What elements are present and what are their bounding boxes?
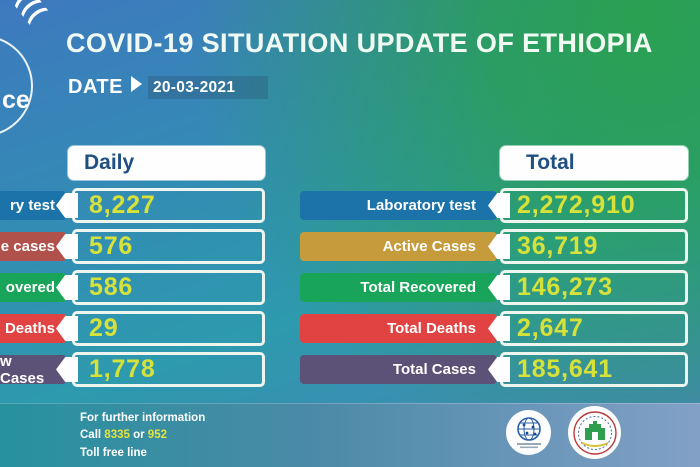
stat-row-total-laboratory-test: Laboratory test 2,272,910 [300, 188, 688, 223]
pheoc-logo: ((( ce [0, 0, 120, 160]
signal-waves-icon: ((( [11, 0, 53, 28]
stat-label: e cases [0, 232, 66, 261]
stat-value-box: 185,641 [500, 352, 688, 387]
stat-value-box: 576 [72, 229, 265, 264]
stat-value-box: 146,273 [500, 270, 688, 305]
stat-row-total-deaths: Total Deaths 2,647 [300, 311, 688, 346]
phone-number-2: 952 [147, 429, 167, 442]
stat-row-total-recovered: Total Recovered 146,273 [300, 270, 688, 305]
stat-label-text: w Cases [0, 352, 45, 387]
stat-value: 185,641 [517, 355, 613, 383]
stat-value: 1,778 [89, 355, 156, 383]
stat-label: Total Cases [300, 355, 497, 384]
stat-value: 29 [89, 314, 119, 342]
total-column-header: Total [500, 146, 688, 180]
stat-label: Total Recovered [300, 273, 497, 302]
stat-label-text: Active Cases [382, 238, 476, 255]
or-label: or [133, 429, 145, 442]
stat-label-text: Total Deaths [387, 320, 476, 337]
stat-label-text: Total Cases [392, 361, 476, 378]
arrow-left-icon [488, 193, 510, 218]
stat-row-daily-deaths: Deaths 29 [0, 311, 265, 346]
stat-value: 146,273 [517, 273, 613, 301]
contact-info-line3: Toll free line [80, 446, 147, 459]
stat-row-total-cases: Total Cases 185,641 [300, 352, 688, 387]
arrow-left-icon [56, 234, 78, 259]
stat-value: 2,272,910 [517, 191, 636, 219]
arrow-left-icon [488, 316, 510, 341]
stat-row-daily-new-cases: w Cases 1,778 [0, 352, 265, 387]
stat-row-daily-laboratory-test: ry test 8,227 [0, 188, 265, 223]
stat-value: 36,719 [517, 232, 599, 260]
contact-info-line1: For further information [80, 412, 206, 424]
arrow-left-icon [56, 357, 78, 382]
stat-label: Total Deaths [300, 314, 497, 343]
page-title: COVID-19 SITUATION UPDATE OF ETHIOPIA [66, 28, 653, 58]
arrow-left-icon [56, 193, 78, 218]
stat-value: 586 [89, 273, 134, 301]
call-label: Call [80, 429, 102, 442]
ephi-logo [568, 406, 621, 459]
globe-icon [516, 416, 541, 448]
footer-band: For further information Call 8335 or 952… [0, 403, 700, 467]
network-globe-logo [506, 410, 551, 455]
logo-text-fragment: ce [2, 86, 30, 114]
stat-label-text: Laboratory test [366, 197, 476, 214]
stat-value-box: 2,272,910 [500, 188, 688, 223]
arrow-left-icon [488, 234, 510, 259]
stat-label: Deaths [0, 314, 66, 343]
stat-row-total-active-cases: Active Cases 36,719 [300, 229, 688, 264]
ephi-emblem-icon [572, 410, 617, 455]
stat-value: 8,227 [89, 191, 156, 219]
stat-value-box: 8,227 [72, 188, 265, 223]
arrow-left-icon [488, 275, 510, 300]
stat-value: 2,647 [517, 314, 584, 342]
arrow-left-icon [488, 357, 510, 382]
arrow-left-icon [56, 316, 78, 341]
stat-label: Laboratory test [300, 191, 497, 220]
total-column: Laboratory test 2,272,910 Active Cases 3… [300, 188, 688, 393]
contact-info-line2: Call 8335 or 952 [80, 427, 205, 444]
daily-column: ry test 8,227 e cases 576 overed 586 Dea… [0, 188, 265, 393]
stat-label-text: Deaths [4, 320, 55, 337]
date-row: DATE 20-03-2021 [68, 76, 268, 102]
stat-label: w Cases [0, 352, 66, 387]
stat-value-box: 1,778 [72, 352, 265, 387]
stat-row-daily-recovered: overed 586 [0, 270, 265, 305]
date-value: 20-03-2021 [147, 76, 268, 99]
stat-value-box: 36,719 [500, 229, 688, 264]
stat-label-text: ry test [9, 197, 55, 214]
date-label: DATE [68, 76, 123, 99]
stat-value-box: 586 [72, 270, 265, 305]
play-triangle-icon [130, 76, 142, 93]
stat-label-text: e cases [0, 238, 55, 255]
stat-label-text: overed [5, 279, 55, 296]
stat-value: 576 [89, 232, 134, 260]
phone-number-1: 8335 [104, 429, 130, 442]
contact-info: For further information Call 8335 or 952… [80, 410, 205, 462]
stat-row-daily-severe-cases: e cases 576 [0, 229, 265, 264]
stat-value-box: 2,647 [500, 311, 688, 346]
stat-label-text: Total Recovered [360, 279, 476, 296]
arrow-left-icon [56, 275, 78, 300]
stat-value-box: 29 [72, 311, 265, 346]
stat-label: Active Cases [300, 232, 497, 261]
stat-label: overed [0, 273, 66, 302]
daily-column-header: Daily [68, 146, 265, 180]
stat-label: ry test [0, 191, 66, 220]
